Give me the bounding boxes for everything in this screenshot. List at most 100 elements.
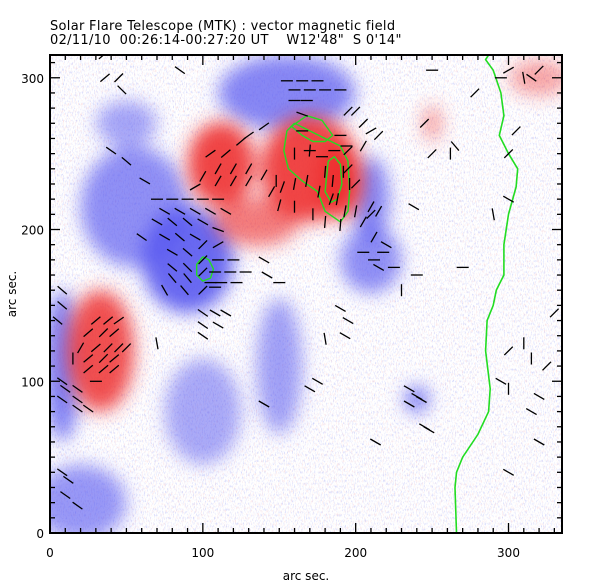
vector-mark bbox=[261, 271, 273, 279]
vector-mark bbox=[353, 205, 358, 218]
vector-mark bbox=[136, 233, 147, 242]
x-tick-label: 300 bbox=[497, 546, 520, 560]
vector-mark bbox=[331, 174, 334, 187]
vector-mark bbox=[180, 285, 189, 296]
x-tick-label: 0 bbox=[46, 546, 54, 560]
vector-mark bbox=[522, 71, 526, 84]
vector-mark bbox=[229, 163, 237, 175]
vector-mark bbox=[72, 501, 83, 510]
vector-mark bbox=[113, 316, 125, 325]
vector-mark bbox=[229, 175, 237, 187]
axis-ticks bbox=[49, 55, 562, 534]
vector-mark bbox=[198, 239, 208, 250]
vector-mark bbox=[198, 285, 208, 295]
vector-mark bbox=[72, 384, 83, 393]
vector-mark bbox=[198, 255, 208, 265]
vector-mark bbox=[161, 284, 169, 296]
vector-mark bbox=[189, 183, 201, 191]
vector-mark bbox=[502, 195, 515, 203]
vector-mark bbox=[83, 364, 94, 374]
field-contour-line bbox=[291, 114, 334, 143]
vector-mark bbox=[373, 263, 385, 271]
vector-mark bbox=[205, 149, 216, 158]
vector-mark bbox=[243, 131, 254, 140]
vector-mark bbox=[197, 218, 209, 226]
y-tick-label: 0 bbox=[36, 527, 44, 541]
vector-mark bbox=[56, 468, 68, 477]
vector-mark bbox=[98, 55, 105, 60]
vector-mark bbox=[370, 231, 378, 243]
x-axis-title: arc sec. bbox=[283, 569, 329, 583]
vector-mark bbox=[526, 73, 537, 82]
vector-mark bbox=[323, 165, 327, 178]
vector-mark bbox=[204, 207, 217, 215]
vector-mark bbox=[63, 475, 74, 484]
vector-mark bbox=[151, 218, 163, 226]
vector-mark bbox=[155, 337, 159, 350]
vector-mark bbox=[167, 217, 178, 227]
negative-region bbox=[164, 358, 242, 465]
vector-mark bbox=[121, 156, 132, 166]
vector-mark bbox=[277, 199, 282, 212]
vector-mark bbox=[359, 216, 367, 228]
vector-mark bbox=[292, 177, 297, 191]
y-axis-title: arc sec. bbox=[5, 271, 19, 317]
vector-mark bbox=[359, 140, 367, 152]
vector-mark bbox=[415, 395, 427, 404]
vector-mark bbox=[427, 148, 437, 159]
vector-mark bbox=[308, 144, 311, 157]
vector-mark bbox=[245, 175, 253, 187]
vector-mark bbox=[367, 201, 375, 213]
vector-mark bbox=[114, 343, 124, 353]
vector-mark bbox=[245, 163, 253, 175]
vector-mark bbox=[258, 122, 270, 131]
plot-frame bbox=[49, 54, 563, 534]
vector-mark bbox=[403, 400, 415, 408]
vector-mark bbox=[502, 468, 515, 476]
vector-mark bbox=[60, 491, 71, 500]
vector-mark bbox=[99, 73, 111, 83]
vector-mark bbox=[323, 332, 327, 345]
x-tick-label: 200 bbox=[344, 546, 367, 560]
vector-mark bbox=[350, 179, 361, 189]
positive-region bbox=[213, 197, 300, 247]
vector-mark bbox=[342, 317, 354, 325]
vector-mark bbox=[373, 130, 384, 141]
vector-mark bbox=[167, 263, 178, 272]
vector-mark bbox=[214, 163, 222, 175]
vector-mark bbox=[121, 343, 132, 353]
vector-mark bbox=[533, 392, 545, 400]
vector-mark bbox=[311, 377, 324, 385]
negative-region bbox=[95, 100, 157, 147]
vector-mark bbox=[197, 331, 209, 340]
vector-mark bbox=[98, 353, 109, 364]
vector-mark bbox=[109, 354, 120, 363]
negative-region bbox=[50, 464, 127, 533]
vector-mark bbox=[542, 361, 552, 371]
vector-mark bbox=[339, 218, 342, 231]
plot-area bbox=[50, 55, 562, 533]
vector-mark bbox=[258, 256, 270, 264]
vector-mark bbox=[268, 186, 276, 198]
vector-mark bbox=[52, 316, 63, 325]
vector-mark bbox=[197, 321, 209, 330]
field-contour-line bbox=[196, 256, 215, 282]
vector-mark bbox=[220, 207, 232, 215]
vector-mark bbox=[365, 127, 377, 135]
vector-mark bbox=[57, 301, 68, 310]
vector-mark bbox=[491, 208, 495, 221]
vector-mark bbox=[511, 126, 521, 136]
vector-mark bbox=[212, 226, 225, 233]
vector-mark bbox=[343, 205, 347, 218]
vector-mark bbox=[72, 404, 83, 413]
vector-mark bbox=[166, 248, 178, 256]
vector-mark bbox=[305, 174, 309, 188]
vector-mark bbox=[182, 262, 193, 273]
vector-mark bbox=[72, 395, 83, 404]
vector-mark bbox=[260, 169, 268, 181]
vector-mark bbox=[117, 85, 127, 95]
y-tick-label: 100 bbox=[21, 375, 44, 389]
vector-mark bbox=[82, 404, 94, 413]
vector-mark bbox=[103, 343, 113, 353]
vector-mark bbox=[419, 118, 430, 128]
